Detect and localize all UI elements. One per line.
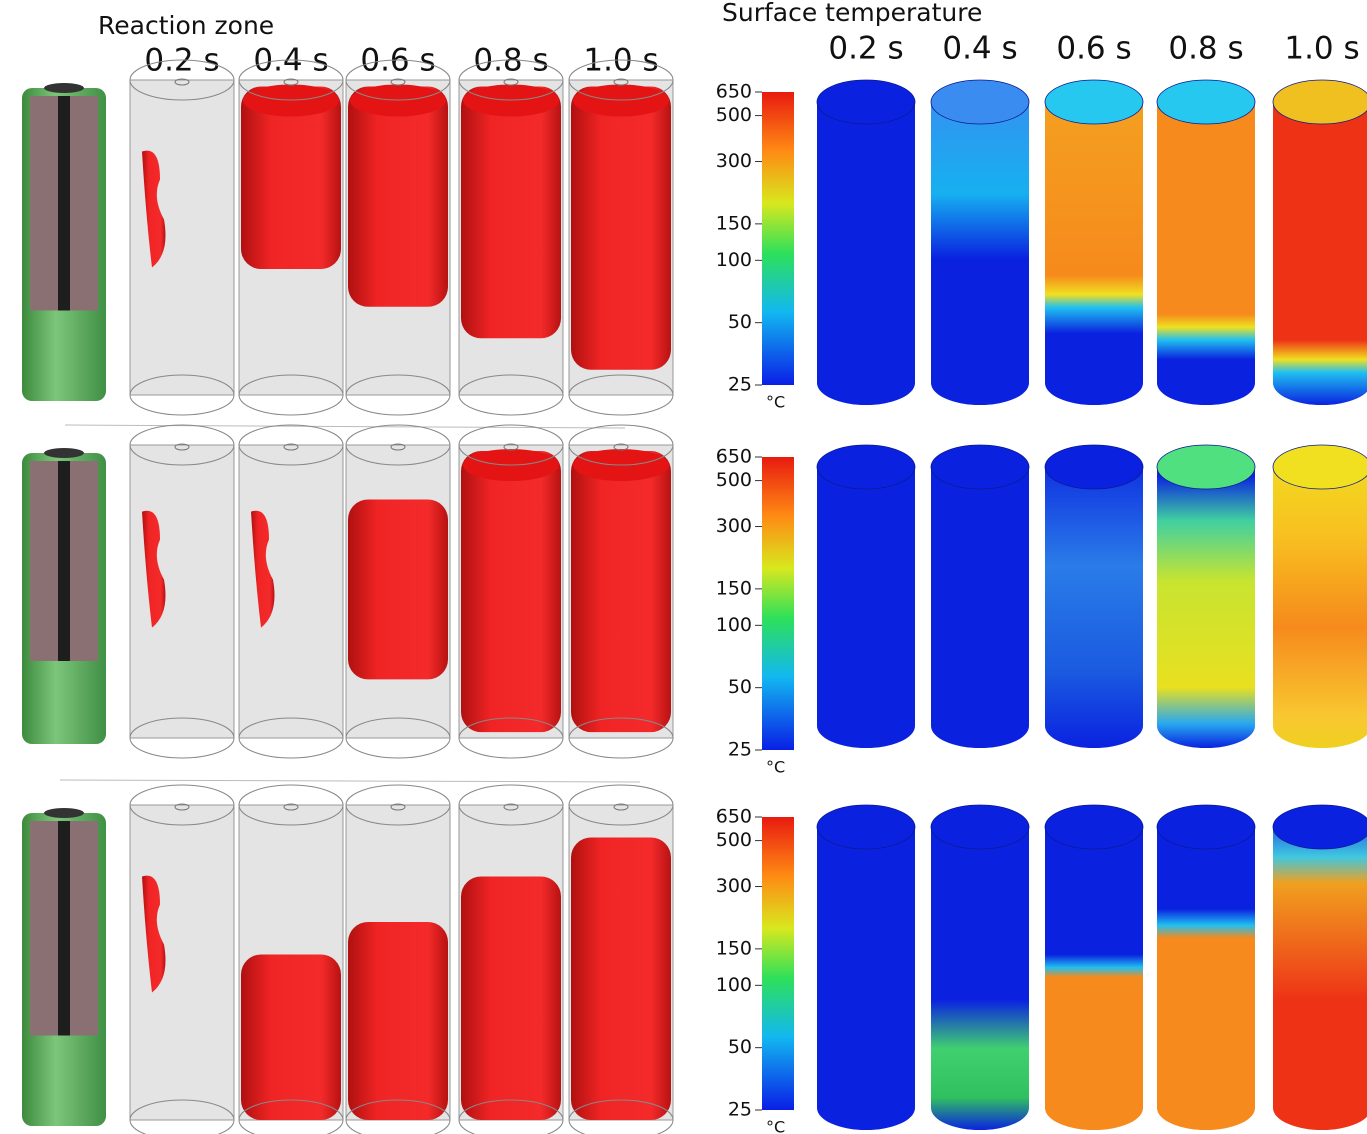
colorbar-tick-label: 25 (728, 1099, 752, 1121)
reaction-zone (348, 922, 448, 1120)
temperature-cylinder (1157, 80, 1255, 405)
colorbar-tick-label: 100 (716, 249, 752, 271)
reaction-zone (348, 500, 448, 680)
cell-core (58, 461, 70, 661)
temperature-cylinder (817, 445, 915, 748)
cell-cap (44, 448, 84, 458)
colorbar-tick-label: 150 (716, 937, 752, 959)
colorbar-tick-label: 650 (716, 446, 752, 468)
cylinder-top (817, 805, 915, 849)
colorbar-tick-label: 650 (716, 81, 752, 103)
cell-cap (44, 808, 84, 818)
colorbar-tick-label: 150 (716, 577, 752, 599)
glass-cylinder (130, 805, 234, 1120)
time-label: 0.6 s (1056, 31, 1131, 67)
cylinder-top (1045, 80, 1143, 124)
cell-core (58, 821, 70, 1036)
temperature-cylinder (931, 80, 1029, 405)
time-label: 0.4 s (942, 31, 1017, 67)
glass-cylinder (239, 445, 343, 738)
separator (60, 780, 640, 782)
temperature-cylinder (1273, 80, 1367, 405)
colorbar-tick-label: 50 (728, 1036, 752, 1058)
cylinder-top (931, 445, 1029, 489)
colorbar-tick-label: 25 (728, 739, 752, 761)
reaction-zone (461, 451, 561, 732)
temperature-cylinder (1045, 80, 1143, 405)
colorbar-tick-label: 300 (716, 515, 752, 537)
separator (65, 425, 625, 428)
temperature-cylinder (817, 80, 915, 405)
colorbar-tick-label: 650 (716, 806, 752, 828)
cylinder-top (931, 805, 1029, 849)
cylinder-top (1045, 805, 1143, 849)
cylinder-top (1157, 805, 1255, 849)
reaction-zone (571, 838, 671, 1121)
time-label: 0.2 s (828, 31, 903, 67)
cylinder-top (817, 445, 915, 489)
colorbar (762, 457, 794, 750)
temperature-cylinder (817, 805, 915, 1130)
reaction-zone (571, 451, 671, 732)
cylinder-top (1273, 80, 1367, 124)
colorbar-tick-label: 50 (728, 676, 752, 698)
colorbar-tick-label: 500 (716, 469, 752, 491)
temperature-cylinder (1045, 445, 1143, 748)
cell-cap (44, 83, 84, 93)
cylinder-top (931, 80, 1029, 124)
temperature-cylinder (931, 805, 1029, 1130)
temperature-cylinder (1157, 805, 1255, 1130)
colorbar-tick-label: 500 (716, 104, 752, 126)
time-label: 1.0 s (1284, 31, 1359, 67)
cylinder-top (1273, 445, 1367, 489)
glass-cylinder (130, 80, 234, 395)
temperature-cylinder (1273, 445, 1367, 748)
reaction-zone (241, 955, 341, 1121)
colorbar-tick-label: 100 (716, 974, 752, 996)
colorbar-tick-label: 150 (716, 212, 752, 234)
reaction-zone (571, 87, 671, 370)
colorbar-tick-label: 300 (716, 875, 752, 897)
colorbar-tick-label: 50 (728, 311, 752, 333)
reaction-zone (461, 877, 561, 1121)
cylinder-top (817, 80, 915, 124)
reaction-zone (461, 87, 561, 339)
time-label: 0.8 s (1168, 31, 1243, 67)
cell-core (58, 96, 70, 311)
colorbar-tick-label: 500 (716, 829, 752, 851)
panel-title: Surface temperature (722, 0, 982, 27)
reaction-zone (348, 87, 448, 307)
colorbar (762, 92, 794, 385)
cylinder-top (1157, 80, 1255, 124)
glass-cylinder (130, 445, 234, 738)
colorbar-unit: °C (766, 1118, 785, 1134)
colorbar-unit: °C (766, 758, 785, 777)
colorbar-unit: °C (766, 393, 785, 412)
colorbar (762, 817, 794, 1110)
cylinder-top (1273, 805, 1367, 849)
temperature-cylinder (1273, 805, 1367, 1130)
colorbar-tick-label: 25 (728, 374, 752, 396)
temperature-cylinder (931, 445, 1029, 748)
panel-title: Reaction zone (98, 11, 274, 40)
colorbar-tick-label: 300 (716, 150, 752, 172)
temperature-cylinder (1157, 445, 1255, 748)
cylinder-top (1157, 445, 1255, 489)
colorbar-tick-label: 100 (716, 614, 752, 636)
temperature-cylinder (1045, 805, 1143, 1130)
figure: Reaction zone Surface temperature 0.2 s 0… (0, 0, 1367, 1134)
cylinder-top (1045, 445, 1143, 489)
